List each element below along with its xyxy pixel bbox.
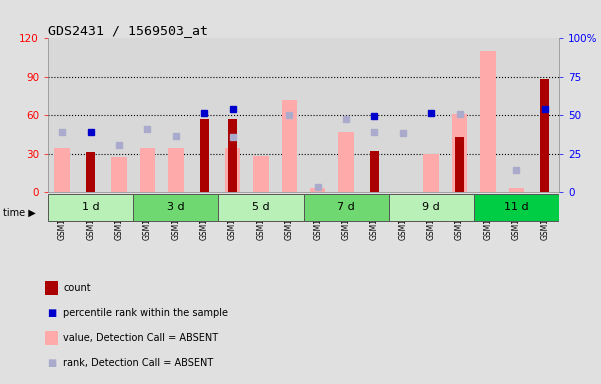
Text: time ▶: time ▶: [3, 208, 35, 218]
Bar: [162, 38, 190, 192]
Text: ■: ■: [47, 358, 56, 368]
Text: 5 d: 5 d: [252, 202, 270, 212]
Bar: [474, 38, 502, 192]
FancyBboxPatch shape: [218, 194, 304, 221]
Bar: [190, 38, 218, 192]
Bar: [48, 38, 76, 192]
Bar: [253, 156, 269, 192]
Bar: [228, 119, 237, 192]
Bar: [200, 119, 209, 192]
Bar: [531, 38, 559, 192]
Bar: [105, 38, 133, 192]
Bar: [455, 137, 464, 192]
Bar: [218, 38, 247, 192]
Text: value, Detection Call = ABSENT: value, Detection Call = ABSENT: [63, 333, 218, 343]
Bar: [76, 38, 105, 192]
Bar: [281, 100, 297, 192]
Bar: [225, 149, 240, 192]
Text: 11 d: 11 d: [504, 202, 529, 212]
Text: 7 d: 7 d: [337, 202, 355, 212]
Bar: [139, 149, 155, 192]
Bar: [247, 38, 275, 192]
Text: 9 d: 9 d: [423, 202, 440, 212]
Bar: [417, 38, 445, 192]
FancyBboxPatch shape: [48, 194, 133, 221]
Bar: [86, 152, 95, 192]
Bar: [310, 188, 326, 192]
Text: percentile rank within the sample: percentile rank within the sample: [63, 308, 228, 318]
Text: 3 d: 3 d: [167, 202, 185, 212]
Bar: [332, 38, 360, 192]
Bar: [360, 38, 389, 192]
Bar: [111, 157, 127, 192]
Text: GDS2431 / 1569503_at: GDS2431 / 1569503_at: [48, 24, 208, 37]
FancyBboxPatch shape: [389, 194, 474, 221]
Bar: [133, 38, 162, 192]
Text: 1 d: 1 d: [82, 202, 99, 212]
Bar: [508, 188, 524, 192]
Bar: [502, 38, 531, 192]
Bar: [304, 38, 332, 192]
Bar: [445, 38, 474, 192]
Bar: [424, 154, 439, 192]
Bar: [480, 51, 496, 192]
Bar: [389, 38, 417, 192]
Text: rank, Detection Call = ABSENT: rank, Detection Call = ABSENT: [63, 358, 213, 368]
FancyBboxPatch shape: [474, 194, 559, 221]
Bar: [275, 38, 304, 192]
Bar: [370, 151, 379, 192]
Text: count: count: [63, 283, 91, 293]
FancyBboxPatch shape: [304, 194, 389, 221]
Bar: [338, 132, 354, 192]
Bar: [540, 79, 549, 192]
Bar: [452, 114, 468, 192]
Text: ■: ■: [47, 308, 56, 318]
FancyBboxPatch shape: [133, 194, 218, 221]
Bar: [168, 149, 183, 192]
Bar: [55, 149, 70, 192]
